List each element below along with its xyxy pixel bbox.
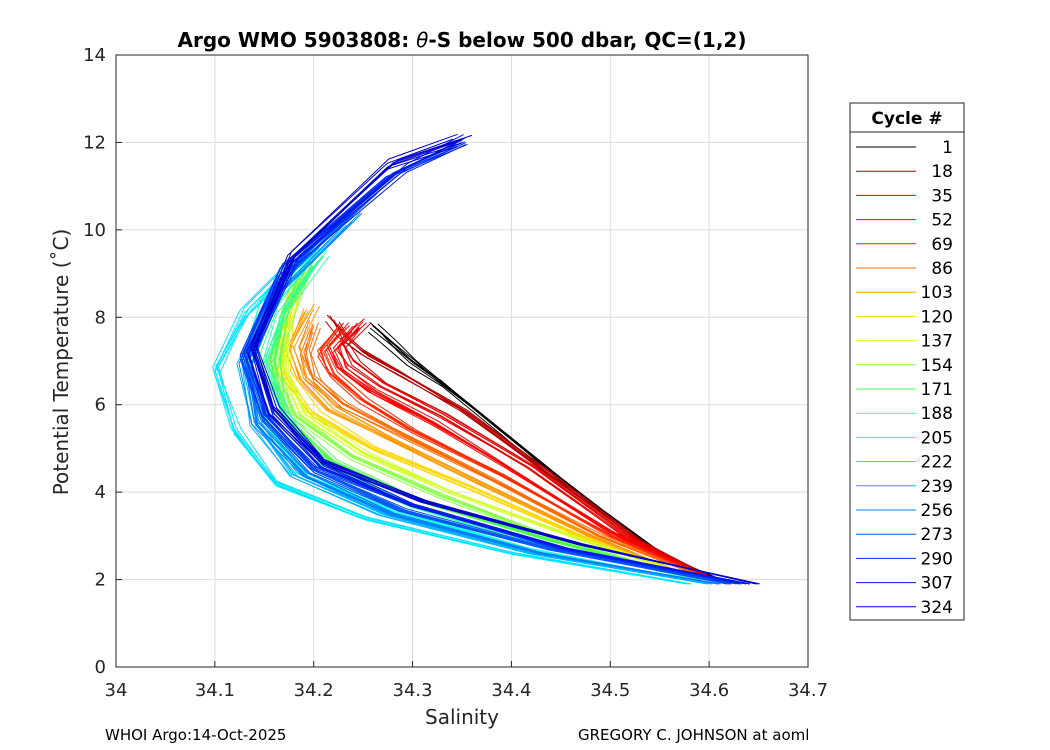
x-tick-label: 34.7 [788, 680, 828, 701]
series-line-cycle-35 [348, 322, 720, 583]
series-line-cycle-307 [253, 144, 747, 585]
tick-labels: 34 34.1 34.2 34.3 34.4 34.5 34.6 34.7 0 2 4 6 8 10 12 1… [83, 45, 828, 701]
x-tick-label: 34 [105, 680, 128, 701]
x-axis-label: Salinity [425, 705, 499, 729]
y-tick-label: 10 [83, 220, 106, 241]
legend-label: 1 [942, 138, 953, 158]
series-line-cycle-52 [326, 322, 710, 581]
series-line-cycle-86 [308, 322, 710, 581]
series-line-cycle-307 [252, 138, 750, 585]
x-tick-label: 34.2 [294, 680, 334, 701]
series-group [212, 133, 760, 585]
plot-frame [115, 54, 809, 668]
legend-label: 239 [921, 477, 953, 497]
legend-label: 18 [931, 162, 953, 182]
legend-label: 290 [921, 549, 953, 569]
series-line-cycle-69 [317, 334, 709, 581]
series-line-cycle-18 [326, 314, 718, 583]
series-line-cycle-239 [245, 217, 712, 585]
title-theta: θ [416, 28, 428, 52]
legend-label: 86 [931, 259, 953, 279]
footer-left-credit: WHOI Argo:14-Oct-2025 [105, 726, 287, 744]
series-line-cycle-103 [291, 303, 698, 581]
title-suffix: -S below 500 dbar, QC=(1,2) [428, 28, 746, 52]
x-tick-label: 34.6 [689, 680, 729, 701]
legend: Cycle # 1 18 35 52 69 86 103 120 137 154 171 188 205… [849, 102, 965, 621]
series-line-cycle-324 [246, 146, 759, 585]
series-line-cycle-273 [241, 196, 732, 585]
series-line-cycle-324 [255, 138, 760, 585]
series-line-cycle-35 [344, 327, 718, 583]
legend-label: 69 [931, 235, 953, 255]
legend-label: 154 [921, 356, 953, 376]
legend-label: 35 [931, 186, 953, 206]
y-tick-label: 6 [95, 395, 106, 416]
chart-title: Argo WMO 5903808: θ-S below 500 dbar, QC… [178, 28, 747, 52]
x-tick-label: 34.1 [195, 680, 235, 701]
legend-label: 137 [921, 332, 953, 352]
series-line-cycle-1 [369, 327, 727, 585]
series-line-cycle-290 [243, 141, 739, 585]
legend-label: 256 [921, 501, 953, 521]
x-tick-label: 34.4 [491, 680, 531, 701]
series-line-cycle-137 [284, 261, 701, 581]
y-tick-label: 2 [95, 570, 106, 591]
legend-items: 1 18 35 52 69 86 103 120 137 154 171 188 205 222 239 25… [856, 138, 953, 618]
series-line-cycle-324 [254, 133, 756, 585]
legend-label: 120 [921, 307, 953, 327]
legend-label: 324 [921, 598, 953, 618]
legend-label: 307 [921, 574, 953, 594]
footer-right-credit: GREGORY C. JOHNSON at aoml [578, 726, 810, 744]
series-line-cycle-324 [250, 138, 757, 585]
legend-label: 222 [921, 453, 953, 473]
y-tick-label: 12 [83, 132, 106, 153]
legend-title: Cycle # [871, 109, 942, 129]
series-line-cycle-222 [218, 248, 687, 585]
legend-label: 103 [921, 283, 953, 303]
series-line-cycle-86 [304, 331, 710, 581]
y-tick-label: 14 [83, 45, 106, 66]
series-line-cycle-52 [328, 322, 709, 581]
legend-label: 273 [921, 525, 953, 545]
series-line-cycle-239 [241, 220, 712, 585]
y-tick-label: 4 [95, 482, 106, 503]
y-tick-label: 0 [95, 657, 106, 678]
title-prefix: Argo WMO 5903808: [178, 28, 417, 52]
series-line-cycle-205 [243, 250, 697, 583]
y-tick-label: 8 [95, 307, 106, 328]
x-tick-label: 34.5 [590, 680, 630, 701]
legend-label: 188 [921, 404, 953, 424]
legend-label: 205 [921, 428, 953, 448]
x-tick-label: 34.3 [393, 680, 433, 701]
series-line-cycle-256 [245, 203, 717, 585]
legend-label: 52 [931, 211, 953, 231]
y-axis-label: Potential Temperature (˚C) [49, 229, 73, 496]
series-line-cycle-69 [325, 327, 709, 581]
series-line-cycle-222 [215, 237, 692, 585]
series-line-cycle-103 [299, 305, 699, 581]
series-line-cycle-324 [253, 139, 759, 585]
legend-label: 171 [921, 380, 953, 400]
series-line-cycle-171 [279, 256, 702, 581]
